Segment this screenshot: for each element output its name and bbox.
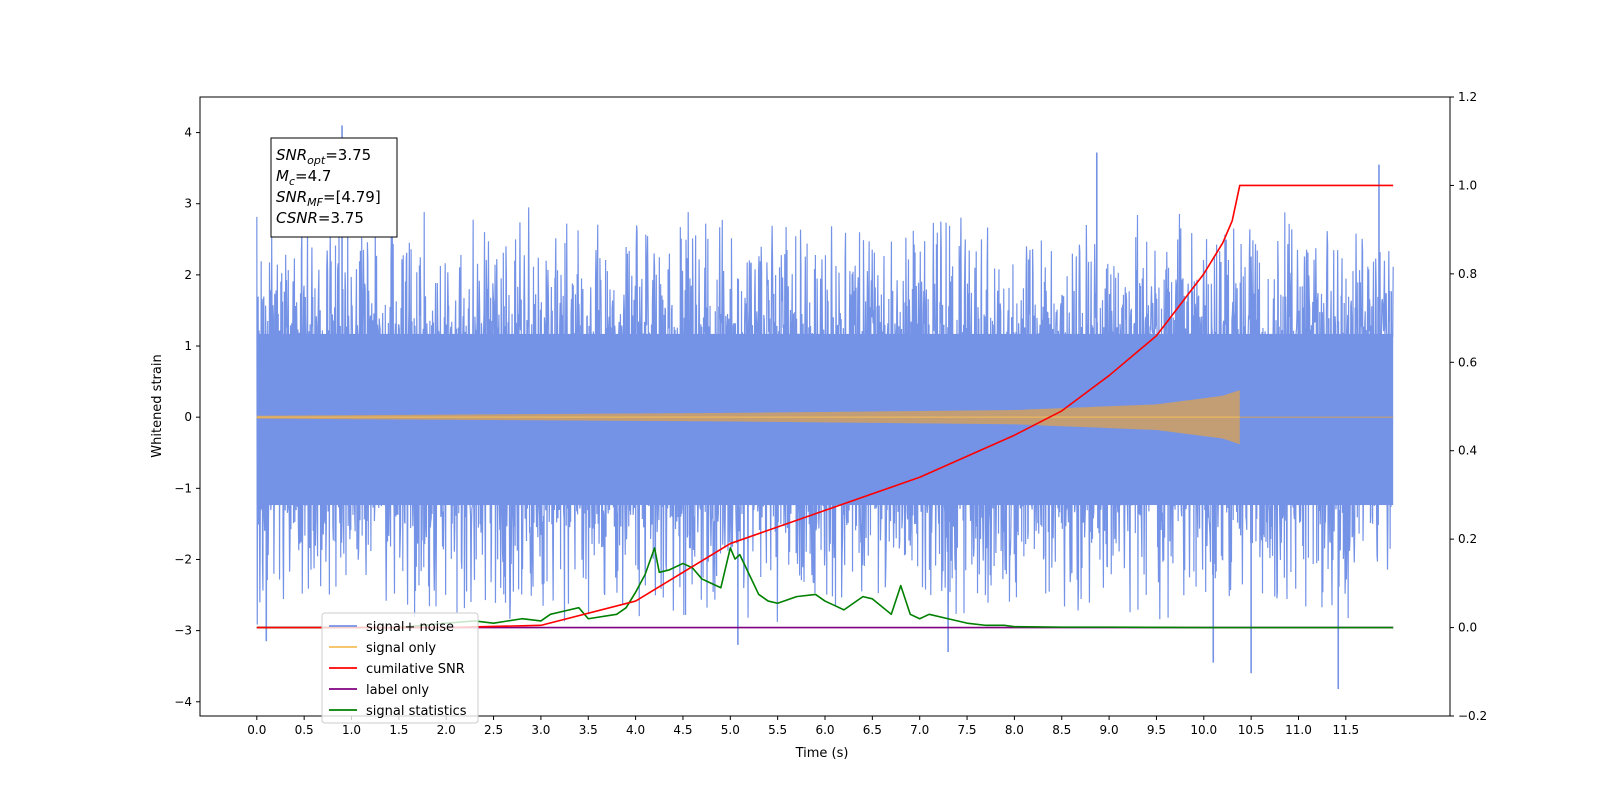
- legend[interactable]: signal+ noise signal only cumilative SNR la…: [321, 612, 479, 724]
- x-tick-label: 5.5: [768, 723, 787, 737]
- x-tick-label: 3.5: [579, 723, 598, 737]
- series-signal-statistics: [256, 547, 1394, 629]
- series-cumulative-snr: [256, 184, 1394, 629]
- x-tick-label: 3.0: [531, 723, 550, 737]
- y-tick-label: −4: [174, 695, 192, 709]
- y2-tick-label: 0.0: [1458, 621, 1477, 635]
- annotation-line: SNRopt=3.75: [276, 146, 371, 167]
- legend-entry-label: cumilative SNR: [366, 662, 465, 677]
- x-tick-label: 9.0: [1100, 723, 1119, 737]
- legend-entry-label: label only: [366, 683, 429, 698]
- x-tick-label: 0.5: [295, 723, 314, 737]
- x-tick-label: 7.0: [910, 723, 929, 737]
- x-tick-label: 10.5: [1238, 723, 1265, 737]
- x-tick-label: 10.0: [1190, 723, 1217, 737]
- y2-tick-label: −0.2: [1458, 709, 1487, 723]
- plot-series-layer: [256, 125, 1394, 689]
- y-tick-label: 3: [184, 197, 192, 211]
- y-tick-label: 1: [184, 339, 192, 353]
- axes-layer: 0.0 0.5 1.0 1.5 2.0 2.5 3.0 3.5 4.0 4.5 5.0 5.5 6.0 6…: [174, 90, 1487, 737]
- legend-entry-label: signal only: [366, 641, 436, 656]
- x-tick-label: 9.5: [1147, 723, 1166, 737]
- y2-tick-label: 0.2: [1458, 532, 1477, 546]
- x-tick-label: 6.0: [815, 723, 834, 737]
- x-tick-label: 11.0: [1285, 723, 1312, 737]
- legend-entry-label: signal+ noise: [366, 620, 454, 635]
- x-tick-label: 11.5: [1332, 723, 1359, 737]
- y-tick-label: −3: [174, 624, 192, 638]
- annotation-line: SNRMF=[4.79]: [276, 188, 381, 209]
- x-tick-label: 8.5: [1052, 723, 1071, 737]
- x-axis-label: Time (s): [795, 746, 849, 761]
- annotation-frame: [270, 137, 398, 238]
- series-signal-noise: [256, 207, 1394, 625]
- annotation-line: CSNR=3.75: [276, 209, 364, 227]
- y2-tick-label: 0.6: [1458, 355, 1477, 369]
- y-tick-label: −2: [174, 552, 192, 566]
- y-tick-label: 0: [184, 410, 192, 424]
- x-tick-label: 6.5: [863, 723, 882, 737]
- x-tick-label: 4.0: [626, 723, 645, 737]
- y-tick-label: 2: [184, 268, 192, 282]
- x-tick-label: 2.0: [437, 723, 456, 737]
- annotation-line: Mc=4.7: [276, 167, 331, 188]
- x-tick-label: 1.5: [389, 723, 408, 737]
- x-tick-label: 8.0: [1005, 723, 1024, 737]
- x-tick-label: 4.5: [673, 723, 692, 737]
- y2-tick-label: 1.2: [1458, 90, 1477, 104]
- y-axis-label: Whitened strain: [150, 354, 165, 457]
- x-tick-label: 5.0: [721, 723, 740, 737]
- y2-tick-label: 1.0: [1458, 178, 1477, 192]
- legend-entry-label: signal statistics: [366, 704, 467, 719]
- x-tick-label: 0.0: [247, 723, 266, 737]
- y2-tick-label: 0.8: [1458, 267, 1477, 281]
- x-tick-label: 1.0: [342, 723, 361, 737]
- y-tick-label: 4: [184, 126, 192, 140]
- x-tick-label: 2.5: [484, 723, 503, 737]
- legend-frame: [321, 612, 479, 724]
- y2-tick-label: 0.4: [1458, 444, 1477, 458]
- y-tick-label: −1: [174, 481, 192, 495]
- x-tick-label: 7.5: [957, 723, 976, 737]
